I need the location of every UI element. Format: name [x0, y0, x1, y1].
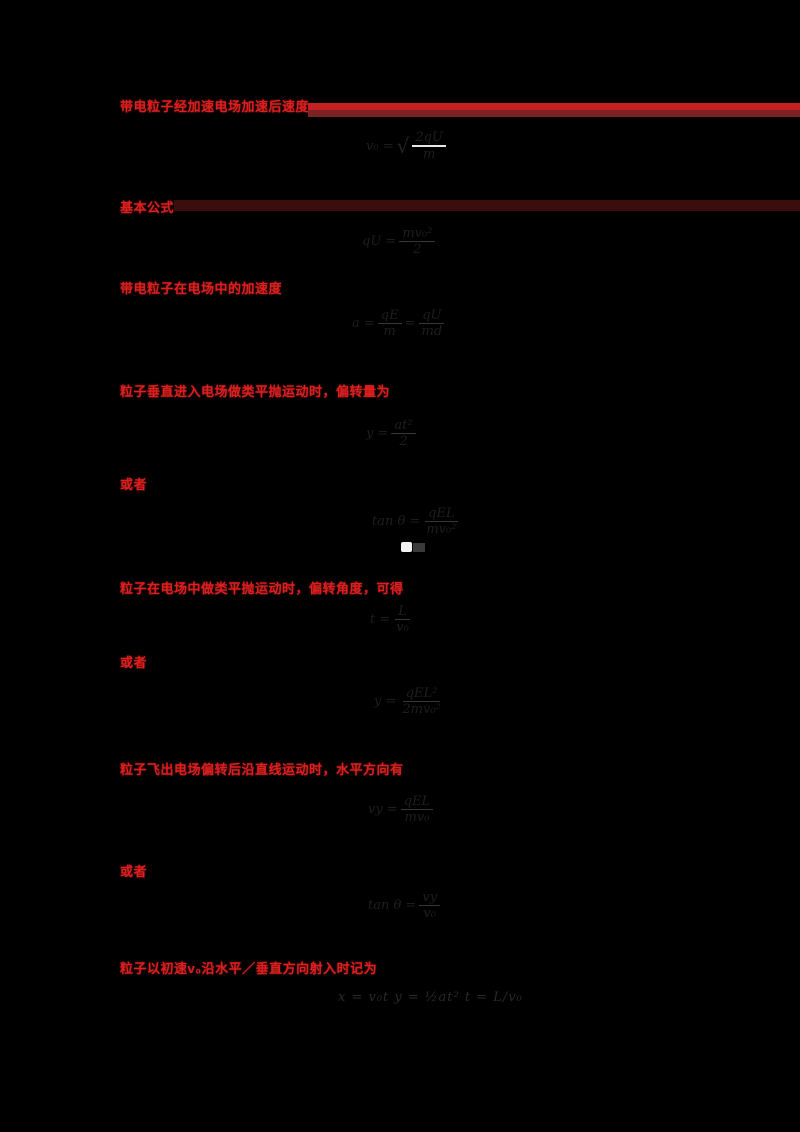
- fraction: at² 2: [391, 418, 416, 449]
- fraction-denominator: v₀: [396, 620, 409, 635]
- fraction: qEL mv₀²: [423, 506, 459, 537]
- formula-deflection-alt: y = qEL² 2mv₀²: [374, 686, 444, 717]
- fraction-denominator: v₀: [423, 906, 436, 921]
- formula-accel-voltage: v₀ = √ 2qU m: [366, 130, 446, 162]
- equals-sign: =: [404, 316, 416, 331]
- section-heading-3: 带电粒子在电场中的加速度: [120, 281, 283, 296]
- or-label-3: 或者: [120, 864, 148, 879]
- heading-rule-bright: [308, 103, 800, 117]
- fraction-denominator: m: [422, 147, 436, 162]
- formula-lhs: v₀ =: [366, 138, 394, 154]
- fraction: mv₀² 2: [399, 226, 436, 257]
- formula-lhs: tan θ =: [372, 514, 421, 529]
- section-heading-2: 基本公式: [120, 200, 175, 215]
- fraction-numerator: qEL: [400, 794, 434, 810]
- fraction-numerator: qEL: [425, 506, 458, 522]
- section-heading-1: 带电粒子经加速电场加速后速度: [120, 99, 310, 114]
- fraction-numerator: at²: [391, 418, 416, 434]
- formula-lhs: y =: [374, 694, 397, 709]
- fraction-denominator: mv₀²: [426, 522, 457, 537]
- fraction-numerator: mv₀²: [399, 226, 436, 242]
- formula-exit-angle: tan θ = vy v₀: [368, 890, 441, 921]
- formula-acceleration: a = qE m = qU md: [352, 308, 445, 339]
- formula-energy: qU = mv₀² 2: [362, 226, 436, 257]
- section-heading-5: 粒子在电场中做类平抛运动时，偏转角度，可得: [120, 581, 404, 596]
- section-heading-6: 粒子飞出电场偏转后沿直线运动时，水平方向有: [120, 762, 404, 777]
- formula-lhs: vy =: [368, 802, 398, 817]
- fraction-numerator: L: [395, 604, 410, 620]
- or-label-2: 或者: [120, 655, 148, 670]
- fraction: qEL² 2mv₀²: [399, 686, 443, 717]
- fraction-numerator: vy: [419, 890, 441, 906]
- fraction-denominator: 2: [399, 434, 408, 449]
- fraction: 2qU m: [412, 130, 446, 162]
- formula-lhs: a =: [352, 316, 375, 331]
- formula-deflection: y = at² 2: [366, 418, 416, 449]
- section-heading-4: 粒子垂直进入电场做类平抛运动时，偏转量为: [120, 384, 391, 399]
- footer-equations: x = v₀t y = ½at² t = L/v₀: [338, 990, 523, 1005]
- formula-lhs: qU =: [362, 234, 397, 249]
- fraction-denominator: md: [421, 324, 443, 339]
- formula-highlight-blob: [401, 542, 412, 552]
- heading-rule-maroon: [174, 200, 800, 211]
- fraction: L v₀: [393, 604, 412, 635]
- or-label-1: 或者: [120, 477, 148, 492]
- formula-time: t = L v₀: [370, 604, 412, 635]
- fraction-numerator: qU: [419, 308, 445, 324]
- fraction: qEL mv₀: [400, 794, 434, 825]
- fraction-numerator: qEL²: [402, 686, 441, 702]
- section-heading-7: 粒子以初速v₀沿水平／垂直方向射入时记为: [120, 961, 378, 976]
- fraction-denominator: mv₀: [404, 810, 430, 825]
- formula-deflection-angle: tan θ = qEL mv₀²: [372, 506, 459, 537]
- fraction: qE m: [377, 308, 402, 339]
- formula-lhs: y =: [366, 426, 389, 441]
- fraction: vy v₀: [419, 890, 441, 921]
- formula-lhs: tan θ =: [368, 898, 417, 913]
- fraction-numerator: 2qU: [412, 130, 446, 147]
- formula-exit-velocity: vy = qEL mv₀: [368, 794, 434, 825]
- fraction-denominator: m: [383, 324, 396, 339]
- fraction-denominator: 2mv₀²: [402, 702, 441, 717]
- fraction: qU md: [419, 308, 446, 339]
- formula-highlight-gray: [413, 543, 425, 552]
- sqrt-sign: √: [396, 134, 410, 158]
- fraction-denominator: 2: [413, 242, 422, 257]
- fraction-numerator: qE: [377, 308, 402, 324]
- formula-lhs: t =: [370, 612, 391, 627]
